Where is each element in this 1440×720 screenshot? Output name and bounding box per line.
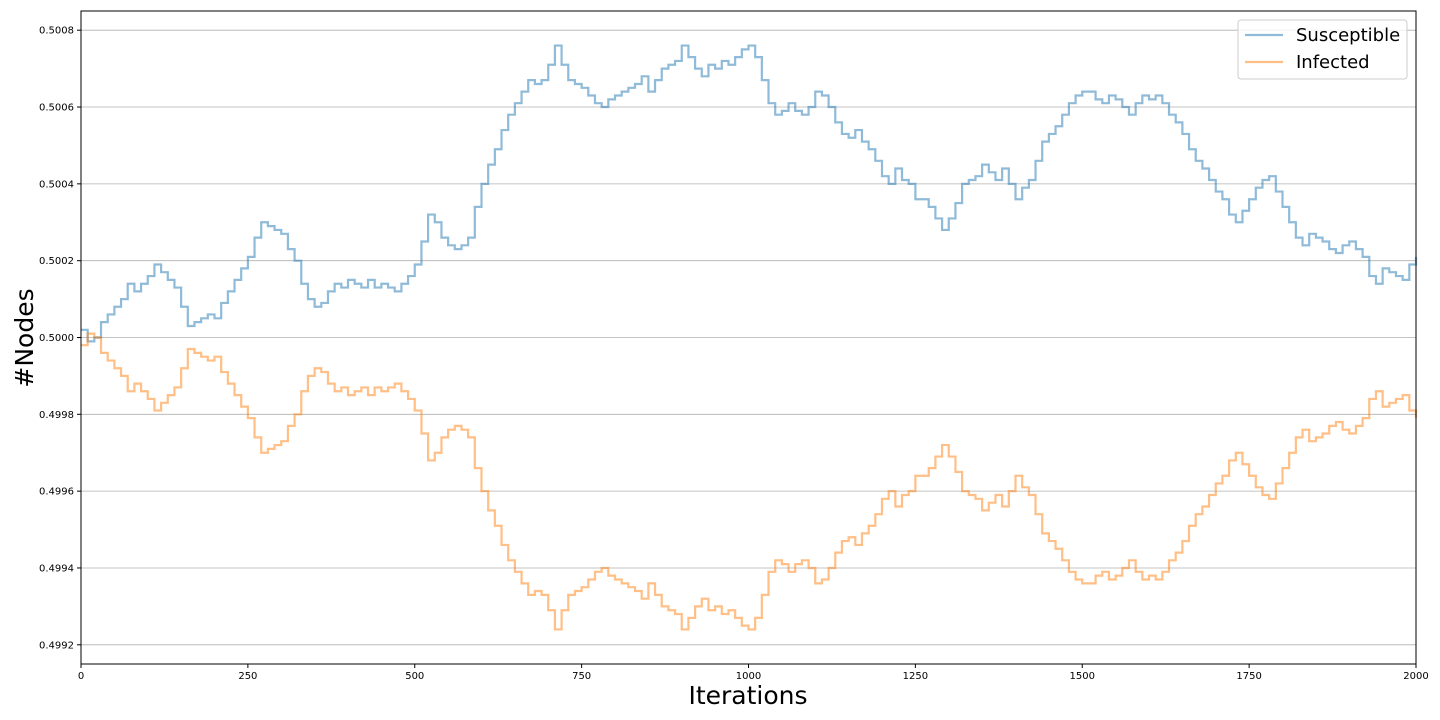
y-axis-ticks: 0.4992 0.4994 0.4996 0.4998 0.5000 0.5002 0.50…: [39, 26, 81, 651]
y-tick-label: 0.4998: [39, 410, 74, 421]
legend: Susceptible Infected: [1237, 19, 1408, 80]
gridlines: [81, 29, 1416, 646]
y-tick-label: 0.4994: [39, 563, 74, 574]
y-tick-label: 0.5000: [39, 333, 74, 344]
y-tick-label: 0.4996: [39, 487, 74, 498]
x-tick-label: 1250: [903, 671, 928, 682]
legend-label-infected: Infected: [1296, 52, 1370, 73]
series-line-infected: [81, 332, 1418, 631]
x-tick-label: 0: [78, 671, 84, 682]
y-axis-label: #Nodes: [10, 288, 39, 387]
series-line-susceptible: [81, 44, 1418, 343]
x-tick-label: 250: [238, 671, 257, 682]
y-tick-label: 0.5004: [39, 179, 74, 190]
x-tick-label: 750: [572, 671, 591, 682]
y-tick-label: 0.5006: [39, 103, 74, 114]
y-tick-label: 0.5008: [39, 26, 74, 37]
series-lines: [81, 44, 1418, 631]
x-axis-label: Iterations: [688, 681, 807, 710]
y-tick-label: 0.5002: [39, 256, 74, 267]
x-tick-label: 1000: [736, 671, 761, 682]
x-tick-label: 1750: [1236, 671, 1261, 682]
legend-label-susceptible: Susceptible: [1296, 25, 1400, 46]
x-tick-label: 500: [405, 671, 424, 682]
x-tick-label: 1500: [1070, 671, 1095, 682]
x-tick-label: 2000: [1403, 671, 1428, 682]
y-tick-label: 0.4992: [39, 640, 74, 651]
x-axis-ticks: 0 250 500 750 1000 1250 1500 1750 2000: [78, 664, 1429, 682]
